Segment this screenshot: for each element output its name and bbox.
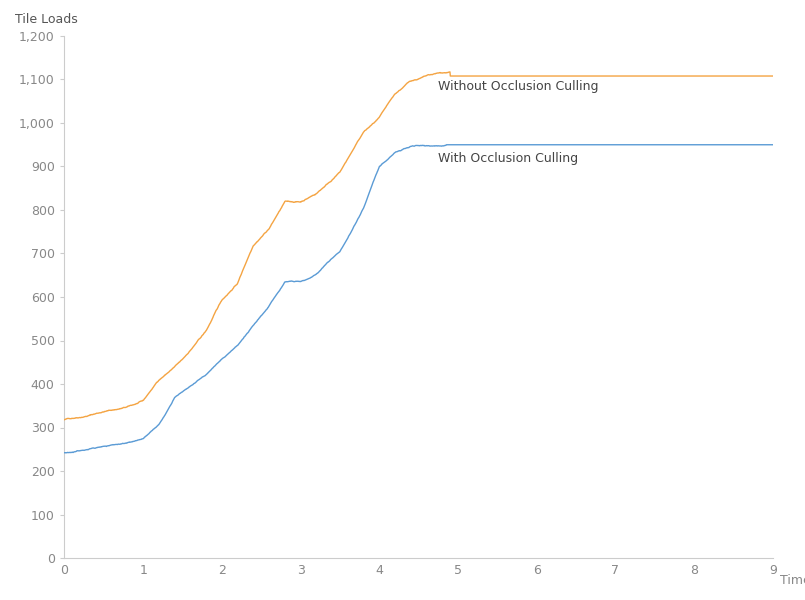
Text: Time: Time [780, 574, 805, 587]
Text: Tile Loads: Tile Loads [14, 13, 77, 26]
Text: With Occlusion Culling: With Occlusion Culling [438, 152, 579, 165]
Text: Without Occlusion Culling: Without Occlusion Culling [438, 80, 599, 94]
